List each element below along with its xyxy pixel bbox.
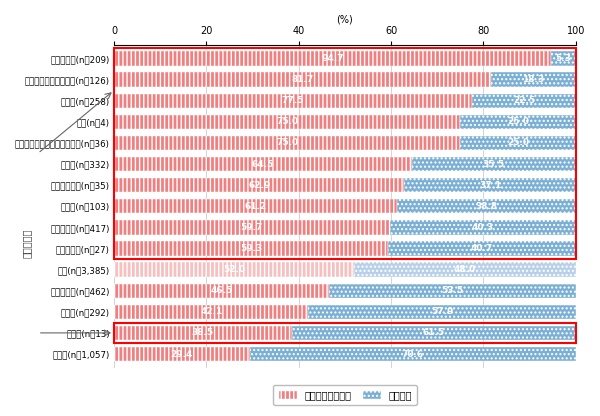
Bar xyxy=(114,157,412,171)
Bar xyxy=(114,347,250,361)
Bar xyxy=(114,178,404,192)
Text: 42.1: 42.1 xyxy=(200,307,223,316)
Bar xyxy=(412,157,576,171)
Bar xyxy=(114,305,308,319)
Text: 61.5: 61.5 xyxy=(423,328,445,337)
Bar xyxy=(114,72,491,87)
Bar xyxy=(114,51,551,66)
Bar xyxy=(114,326,292,340)
Text: 48.0: 48.0 xyxy=(454,265,476,274)
Text: 25.0: 25.0 xyxy=(507,117,529,126)
Bar xyxy=(114,199,397,213)
Text: 35.5: 35.5 xyxy=(483,160,505,168)
Bar xyxy=(114,136,460,150)
Bar xyxy=(388,241,576,256)
Bar xyxy=(354,262,576,277)
Text: 53.5: 53.5 xyxy=(441,286,463,295)
X-axis label: (%): (%) xyxy=(337,15,353,25)
Text: 64.5: 64.5 xyxy=(252,160,274,168)
Bar xyxy=(114,94,472,108)
Text: 38.5: 38.5 xyxy=(192,328,214,337)
Text: 52.0: 52.0 xyxy=(223,265,245,274)
Bar xyxy=(472,94,576,108)
Text: 59.3: 59.3 xyxy=(240,244,262,253)
Text: 18.3: 18.3 xyxy=(523,75,545,84)
Text: 40.7: 40.7 xyxy=(471,244,493,253)
Text: 77.5: 77.5 xyxy=(282,96,304,105)
Text: 59.7: 59.7 xyxy=(241,223,263,232)
Text: 22.5: 22.5 xyxy=(513,96,535,105)
Text: 29.4: 29.4 xyxy=(171,349,193,359)
Bar xyxy=(114,241,388,256)
Text: 46.5: 46.5 xyxy=(210,286,233,295)
Bar xyxy=(114,48,576,259)
Bar xyxy=(114,220,390,235)
Bar xyxy=(460,115,576,129)
Text: 38.8: 38.8 xyxy=(475,202,497,211)
Bar xyxy=(114,284,329,298)
Bar xyxy=(114,322,576,343)
Bar xyxy=(292,326,576,340)
Bar xyxy=(551,51,576,66)
Bar xyxy=(491,72,576,87)
Bar xyxy=(250,347,576,361)
Text: 5.3: 5.3 xyxy=(556,54,572,63)
Text: 37.1: 37.1 xyxy=(479,181,501,190)
Bar xyxy=(329,284,576,298)
Bar xyxy=(460,136,576,150)
Bar xyxy=(114,262,354,277)
Bar xyxy=(308,305,576,319)
Text: 81.7: 81.7 xyxy=(292,75,314,84)
Bar xyxy=(397,199,576,213)
Text: 94.7: 94.7 xyxy=(322,54,344,63)
Text: 75.0: 75.0 xyxy=(276,139,298,147)
Text: 61.2: 61.2 xyxy=(244,202,266,211)
Text: 40.3: 40.3 xyxy=(472,223,494,232)
Text: 75.0: 75.0 xyxy=(276,117,298,126)
Text: 25.0: 25.0 xyxy=(507,139,529,147)
Bar xyxy=(404,178,576,192)
Text: 70.6: 70.6 xyxy=(402,349,424,359)
Text: 地域系企業: 地域系企業 xyxy=(22,228,32,258)
Bar xyxy=(114,115,460,129)
Text: 62.9: 62.9 xyxy=(248,181,271,190)
Text: 57.9: 57.9 xyxy=(431,307,454,316)
Legend: 同一都道府県以内, それ以外: 同一都道府県以内, それ以外 xyxy=(273,385,417,405)
Bar xyxy=(390,220,576,235)
